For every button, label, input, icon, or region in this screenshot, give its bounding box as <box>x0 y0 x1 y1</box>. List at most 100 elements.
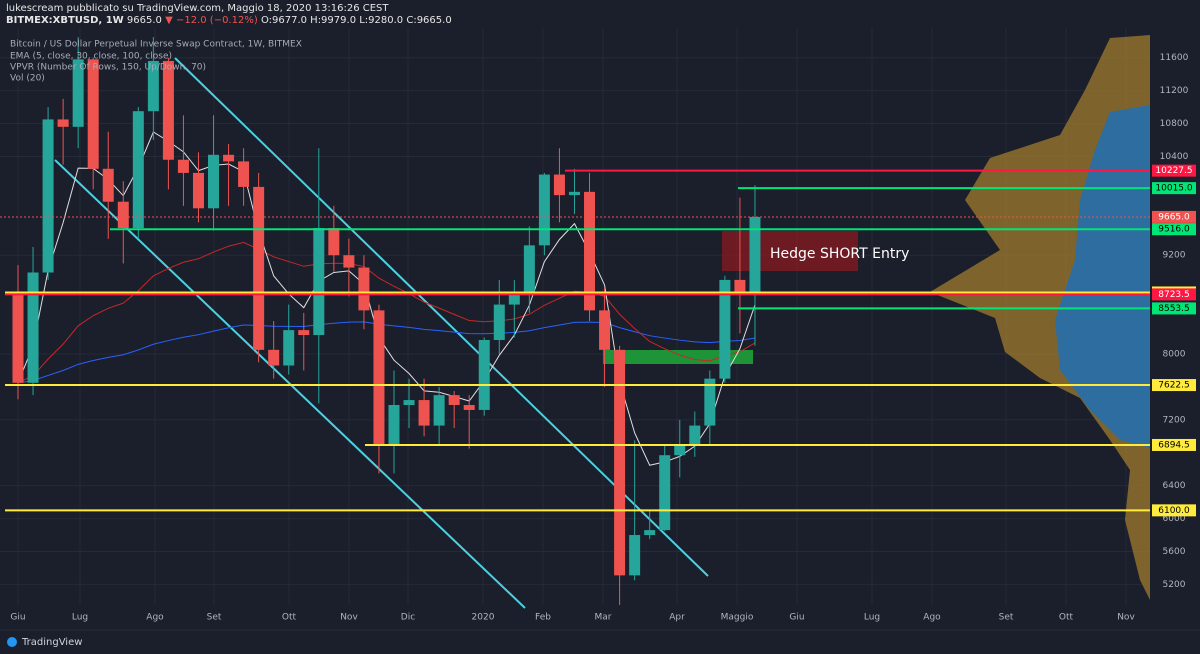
symbol: BITMEX:XBTUSD, 1W <box>6 15 124 26</box>
x-tick-label: Ago <box>923 613 941 623</box>
candle-body <box>42 119 54 273</box>
candle-body <box>553 174 565 196</box>
indicator: Vol (20) <box>10 74 45 84</box>
trend-channel-lower <box>54 159 526 609</box>
candle-body <box>538 174 550 246</box>
candle-body <box>177 159 189 173</box>
quote: BITMEX:XBTUSD, 1W 9665.0 ▼ −12.0 (−0.12%… <box>6 15 452 26</box>
candle-body <box>358 267 370 311</box>
indicator: VPVR (Number Of Rows, 150, Up/Down, 70) <box>10 63 206 73</box>
candle-body <box>478 339 490 410</box>
logo <box>7 637 17 647</box>
candle-body <box>629 535 641 576</box>
candle-body <box>102 168 114 202</box>
candle-body <box>644 530 656 536</box>
candle-body <box>508 294 520 305</box>
candle-body <box>238 161 250 187</box>
footer: TradingView <box>21 637 82 648</box>
y-tick-label: 5200 <box>1163 580 1186 590</box>
plot <box>0 37 1150 605</box>
candle-body <box>373 310 385 446</box>
x-tick-label: Lug <box>72 613 88 623</box>
ohlc: O:9677.0 H:9979.0 L:9280.0 C:9665.0 <box>261 15 452 26</box>
x-tick-label: Ago <box>146 613 164 623</box>
y-tick-label: 10800 <box>1160 119 1189 129</box>
level-label-box <box>1152 210 1196 223</box>
candle-body <box>147 60 159 112</box>
level-label: 6100.0 <box>1158 506 1190 516</box>
candle-body <box>343 255 355 268</box>
hedge-zone <box>722 231 858 271</box>
x-tick-label: Feb <box>535 613 551 623</box>
x-tick-label: Maggio <box>721 613 754 623</box>
candle-body <box>568 191 580 196</box>
level-label: 6894.5 <box>1158 440 1190 450</box>
candle-body <box>72 59 84 127</box>
x-tick-label: Mar <box>595 613 612 623</box>
candle-body <box>719 279 731 379</box>
x-tick-label: Nov <box>340 613 358 623</box>
x-tick-label: Giu <box>10 613 25 623</box>
x-tick-label: Set <box>999 613 1014 623</box>
level-label: 10015.0 <box>1155 184 1192 194</box>
candle-body <box>27 272 39 383</box>
level-label-box <box>1152 504 1196 517</box>
candle-body <box>493 304 505 340</box>
annotation: Hedge SHORT Entry <box>770 246 909 262</box>
y-tick-label: 7200 <box>1163 415 1186 425</box>
candle-body <box>614 349 626 576</box>
candle-body <box>268 349 280 366</box>
candle-body <box>433 395 445 426</box>
candle-body <box>117 201 129 229</box>
header: lukescream pubblicato su TradingView.com… <box>6 3 389 14</box>
level-label-box <box>1152 223 1196 236</box>
y-tick-label: 6000 <box>1163 514 1186 524</box>
chart-title: Bitcoin / US Dollar Perpetual Inverse Sw… <box>10 40 302 50</box>
y-tick-label: 5600 <box>1163 547 1186 557</box>
x-tick-label: Lug <box>864 613 880 623</box>
y-tick-label: 10400 <box>1160 152 1189 162</box>
x-tick-label: Giu <box>789 613 804 623</box>
level-label-box <box>1152 379 1196 392</box>
candle-body <box>734 279 746 295</box>
level-label: 9665.0 <box>1158 212 1190 222</box>
candle-body <box>749 216 761 295</box>
candle-body <box>208 154 220 209</box>
candle-body <box>57 119 69 127</box>
indicator: EMA (5, close, 30, close, 100, close) <box>10 52 172 62</box>
candle-body <box>283 330 295 366</box>
level-label-box <box>1152 288 1196 301</box>
candle-body <box>253 186 265 350</box>
level-label-box <box>1152 438 1196 451</box>
x-tick-label: 2020 <box>472 613 495 623</box>
y-tick-label: 11600 <box>1160 53 1189 63</box>
candle-body <box>162 60 174 160</box>
candle-body <box>463 405 475 410</box>
candle-body <box>298 330 310 336</box>
x-tick-label: Dic <box>401 613 415 623</box>
y-tick-label: 8000 <box>1163 349 1186 359</box>
level-label: 10227.5 <box>1155 166 1192 176</box>
candle-body <box>192 172 204 209</box>
candle-body <box>689 425 701 446</box>
candle-body <box>599 310 611 350</box>
candle-body <box>523 245 535 295</box>
candle-body <box>704 378 716 426</box>
level-label: 9516.0 <box>1158 225 1190 235</box>
candle-body <box>418 400 430 426</box>
support-zone <box>603 350 753 364</box>
y-tick-label: 9200 <box>1163 251 1186 261</box>
x-tick-label: Nov <box>1117 613 1135 623</box>
candle-body <box>12 293 24 383</box>
candle-body <box>674 445 686 456</box>
level-label-box <box>1152 164 1196 177</box>
candle-body <box>403 400 415 406</box>
x-tick-label: Apr <box>669 613 685 623</box>
candle-body <box>87 59 99 169</box>
level-label-box <box>1152 182 1196 195</box>
candle-body <box>448 395 460 406</box>
level-label: 7622.5 <box>1158 381 1190 391</box>
candle-body <box>132 111 144 229</box>
volume-profile-down <box>1055 105 1150 448</box>
change-arrow: ▼ <box>165 15 173 26</box>
